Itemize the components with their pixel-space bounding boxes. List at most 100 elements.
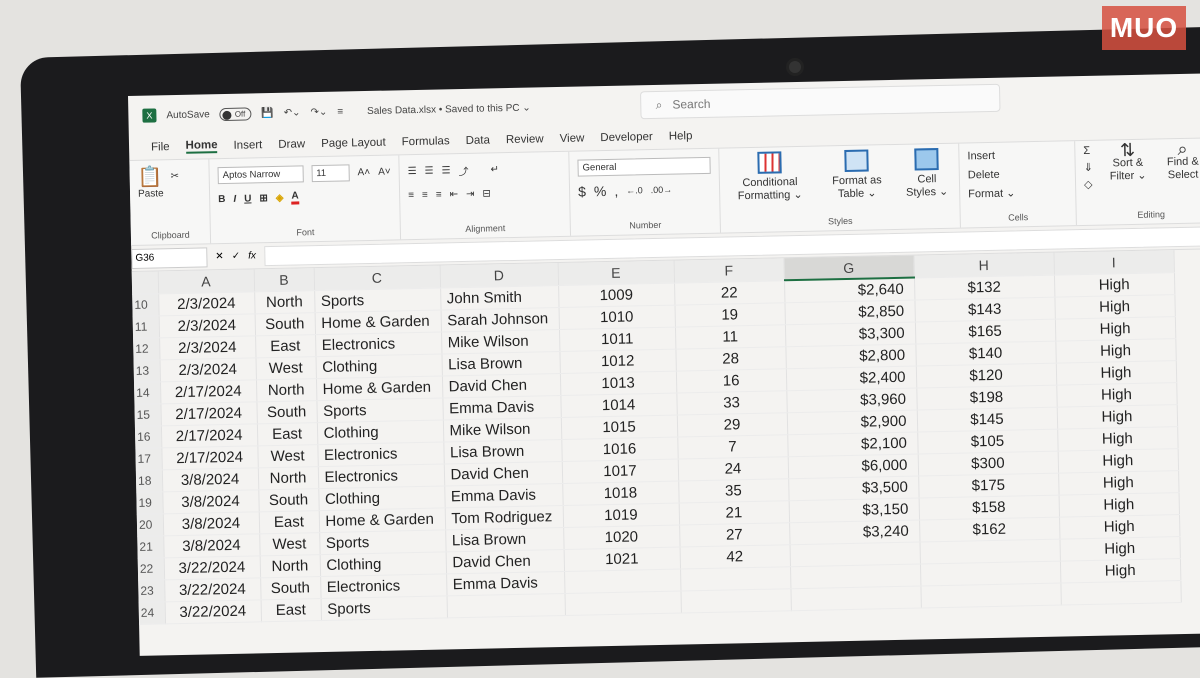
amount-cell[interactable] (920, 582, 1061, 608)
amount-cell[interactable]: $145 (916, 406, 1058, 432)
id-cell[interactable] (564, 590, 681, 615)
date-cell[interactable]: 3/22/2024 (164, 577, 261, 602)
merge-center-icon[interactable]: ⊟ (482, 187, 491, 200)
category-cell[interactable]: Home & Garden (315, 375, 443, 401)
amount-cell[interactable]: $165 (914, 318, 1056, 344)
save-icon[interactable]: 💾 (261, 107, 274, 119)
row-number[interactable]: 12 (133, 337, 160, 360)
row-number[interactable]: 15 (134, 403, 161, 426)
col-header-g[interactable]: G (783, 255, 914, 281)
row-number[interactable]: 23 (138, 579, 165, 602)
insert-cells-button[interactable]: Insert (967, 149, 996, 163)
id-cell[interactable]: 1011 (558, 326, 676, 352)
category-cell[interactable]: Clothing (316, 419, 444, 445)
amount-cell[interactable] (919, 538, 1060, 564)
category-cell[interactable]: Electronics (315, 331, 442, 357)
col-header-f[interactable]: F (673, 258, 785, 283)
font-name-select[interactable]: Aptos Narrow (217, 164, 304, 184)
align-right-icon[interactable]: ≡ (435, 188, 442, 201)
cancel-icon[interactable]: ✕ (215, 251, 224, 263)
id-cell[interactable]: 1021 (563, 546, 681, 571)
underline-icon[interactable]: U (244, 192, 252, 205)
id-cell[interactable]: 1015 (560, 414, 678, 440)
priority-cell[interactable]: High (1059, 514, 1180, 539)
region-cell[interactable]: West (259, 532, 320, 556)
priority-cell[interactable]: High (1055, 360, 1177, 385)
paste-button[interactable]: Paste (137, 188, 164, 200)
priority-cell[interactable]: High (1056, 382, 1177, 407)
row-number[interactable]: 17 (135, 447, 162, 470)
sales-cell[interactable] (790, 585, 921, 611)
tab-developer[interactable]: Developer (600, 131, 653, 145)
sales-cell[interactable] (789, 563, 921, 589)
id-cell[interactable]: 1013 (559, 370, 677, 396)
name-cell[interactable]: Lisa Brown (441, 351, 560, 376)
quantity-cell[interactable]: 33 (676, 390, 787, 415)
region-cell[interactable]: South (260, 576, 321, 600)
date-cell[interactable]: 2/3/2024 (158, 313, 256, 338)
row-number[interactable]: 14 (133, 381, 161, 404)
col-header-h[interactable]: H (913, 252, 1054, 278)
amount-cell[interactable]: $162 (919, 516, 1060, 542)
region-cell[interactable]: West (257, 444, 318, 468)
date-cell[interactable]: 2/17/2024 (160, 423, 258, 448)
quantity-cell[interactable]: 24 (677, 456, 789, 481)
col-header-c[interactable]: C (313, 265, 441, 291)
grow-font-icon[interactable]: A˄ (357, 166, 371, 178)
shrink-font-icon[interactable]: A˅ (378, 166, 391, 178)
category-cell[interactable]: Home & Garden (318, 507, 446, 533)
decrease-indent-icon[interactable]: ⇤ (449, 188, 459, 200)
id-cell[interactable]: 1020 (563, 524, 680, 549)
category-cell[interactable]: Sports (314, 287, 441, 313)
redo-icon[interactable]: ↷⌄ (310, 106, 328, 118)
date-cell[interactable]: 2/3/2024 (158, 291, 255, 316)
col-header-i[interactable]: I (1053, 250, 1174, 275)
name-cell[interactable]: Tom Rodriguez (444, 504, 564, 530)
region-cell[interactable]: East (255, 334, 316, 358)
id-cell[interactable]: 1016 (561, 436, 678, 461)
align-bottom-icon[interactable]: ☰ (441, 164, 451, 176)
format-cells-button[interactable]: Format ⌄ (968, 187, 1016, 201)
region-cell[interactable]: North (254, 290, 315, 314)
category-cell[interactable]: Electronics (320, 573, 447, 599)
name-cell[interactable]: Lisa Brown (445, 526, 564, 552)
row-number[interactable]: 24 (138, 601, 166, 624)
region-cell[interactable]: South (256, 400, 317, 424)
row-number[interactable]: 20 (136, 513, 164, 536)
quantity-cell[interactable]: 11 (674, 324, 786, 349)
align-left-icon[interactable]: ≡ (408, 189, 415, 201)
name-cell[interactable]: David Chen (443, 460, 563, 486)
amount-cell[interactable]: $120 (915, 362, 1057, 388)
sales-cell[interactable]: $2,640 (784, 277, 915, 303)
date-cell[interactable]: 2/17/2024 (159, 379, 257, 404)
paste-icon[interactable]: 📋 (137, 165, 163, 189)
quantity-cell[interactable]: 19 (674, 302, 785, 327)
quantity-cell[interactable]: 42 (679, 544, 790, 569)
tab-view[interactable]: View (559, 132, 585, 145)
amount-cell[interactable]: $132 (913, 274, 1055, 300)
quantity-cell[interactable]: 35 (678, 478, 789, 503)
format-as-table-button[interactable]: Format as Table ⌄ (821, 149, 892, 201)
name-cell[interactable]: Lisa Brown (443, 439, 562, 464)
amount-cell[interactable] (919, 560, 1061, 586)
amount-cell[interactable]: $198 (916, 384, 1057, 410)
quantity-cell[interactable]: 16 (675, 368, 787, 393)
category-cell[interactable]: Sports (320, 595, 447, 621)
tab-file[interactable]: File (150, 141, 170, 154)
sales-cell[interactable]: $3,150 (788, 497, 920, 523)
amount-cell[interactable]: $158 (918, 494, 1060, 520)
amount-cell[interactable]: $300 (917, 450, 1059, 476)
currency-icon[interactable]: $ (577, 183, 587, 200)
name-cell[interactable]: Emma Davis (444, 482, 563, 508)
enter-icon[interactable]: ✓ (231, 250, 241, 262)
date-cell[interactable]: 2/17/2024 (161, 445, 258, 470)
clear-icon[interactable]: ◇ (1083, 178, 1093, 191)
tab-data[interactable]: Data (465, 134, 491, 147)
category-cell[interactable]: Electronics (317, 463, 445, 489)
align-middle-icon[interactable]: ☰ (424, 165, 434, 177)
col-header-a[interactable]: A (157, 269, 255, 294)
amount-cell[interactable]: $143 (914, 296, 1055, 322)
name-cell[interactable]: Mike Wilson (442, 417, 562, 442)
borders-icon[interactable]: ⊞ (259, 192, 268, 204)
region-cell[interactable]: South (258, 488, 319, 512)
